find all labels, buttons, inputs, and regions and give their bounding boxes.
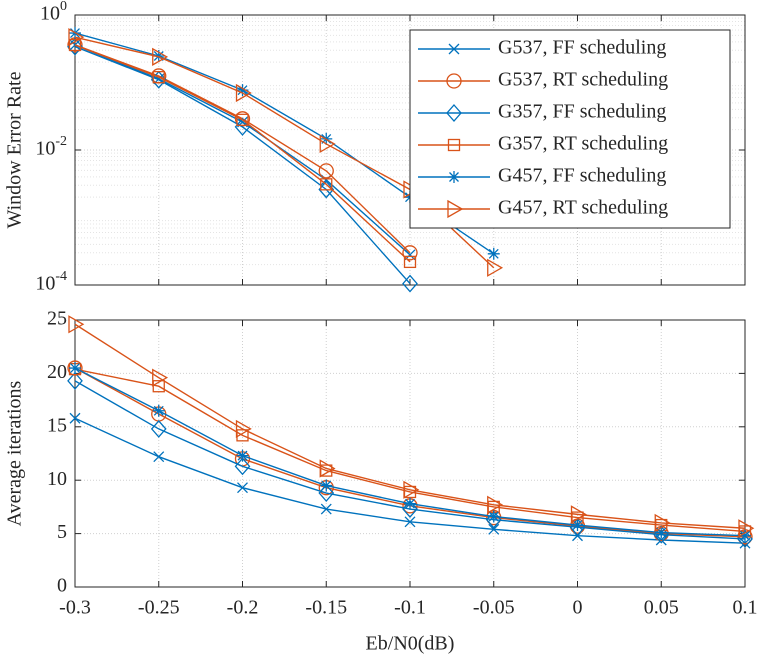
marker	[152, 404, 165, 417]
marker	[402, 274, 418, 293]
marker	[320, 503, 332, 515]
x-tick-label: -0.25	[138, 597, 180, 619]
marker	[318, 163, 334, 179]
marker	[318, 484, 335, 503]
marker	[319, 134, 336, 154]
y-axis-label: Window Error Rate	[4, 71, 26, 228]
marker	[738, 519, 755, 538]
marker	[487, 510, 500, 523]
marker	[236, 449, 249, 462]
marker	[236, 113, 249, 126]
x-axis-label: Eb/N0(dB)	[366, 633, 455, 655]
marker	[571, 519, 584, 532]
marker	[319, 459, 336, 478]
marker	[487, 258, 504, 277]
marker	[570, 505, 587, 524]
marker	[487, 495, 504, 514]
marker	[235, 83, 252, 103]
y-tick-label: 100	[40, 0, 67, 25]
y-tick-label: 15	[47, 414, 67, 436]
marker	[488, 523, 500, 535]
marker	[68, 315, 85, 334]
y-tick-label: 20	[47, 361, 67, 383]
marker	[403, 480, 420, 499]
legend-label: G357, FF scheduling	[498, 101, 666, 123]
x-tick-label: -0.2	[227, 597, 259, 619]
legend-label: G457, FF scheduling	[498, 165, 666, 187]
y-tick-label: 25	[47, 308, 67, 330]
marker	[448, 171, 460, 183]
y-tick-label: 10	[47, 468, 67, 490]
marker	[404, 516, 416, 528]
y-axis-label: Average iterations	[4, 380, 26, 526]
x-tick-label: -0.3	[59, 597, 91, 619]
y-tick-label: 0	[57, 575, 67, 597]
marker	[318, 180, 335, 199]
marker	[152, 49, 165, 62]
legend-label: G537, FF scheduling	[498, 37, 666, 59]
marker	[402, 500, 418, 519]
marker	[739, 529, 751, 542]
marker	[237, 482, 248, 494]
plot-area	[75, 320, 745, 587]
axes-box	[74, 319, 746, 588]
series-line	[74, 44, 411, 263]
marker	[448, 43, 460, 55]
marker	[234, 457, 251, 476]
series-line	[74, 368, 746, 533]
y-tick-label: 10-4	[35, 269, 67, 294]
marker	[68, 28, 85, 47]
marker	[403, 255, 417, 269]
marker	[404, 497, 416, 510]
marker	[446, 104, 462, 122]
marker	[236, 84, 249, 97]
y-tick-label: 5	[57, 521, 67, 543]
marker	[655, 526, 668, 539]
legend-label: G357, RT scheduling	[498, 133, 668, 155]
y-tick-label: 10-2	[35, 134, 67, 159]
legend-label: G537, RT scheduling	[498, 69, 668, 91]
marker	[153, 451, 165, 463]
marker	[447, 138, 461, 152]
axes-box	[74, 14, 746, 286]
marker	[150, 419, 167, 438]
series-line	[74, 45, 411, 285]
marker	[402, 245, 418, 261]
marker	[235, 419, 252, 439]
marker	[152, 47, 169, 66]
marker	[150, 70, 167, 89]
marker	[654, 513, 671, 533]
legend-box	[409, 29, 731, 229]
marker	[320, 178, 333, 191]
x-tick-label: 0	[573, 597, 583, 619]
x-tick-label: -0.15	[305, 597, 347, 619]
marker	[447, 199, 464, 219]
x-tick-label: -0.05	[473, 597, 515, 619]
marker	[152, 368, 169, 387]
x-tick-label: 0.1	[733, 597, 758, 619]
marker	[69, 362, 81, 375]
x-tick-label: 0.05	[644, 597, 679, 619]
marker	[69, 412, 81, 424]
marker	[320, 479, 333, 492]
legend-label: G457, RT scheduling	[498, 197, 668, 219]
marker	[152, 380, 165, 393]
series-line	[74, 323, 746, 529]
marker	[446, 73, 462, 89]
marker	[67, 371, 83, 390]
x-tick-label: -0.1	[394, 597, 426, 619]
marker	[487, 247, 500, 260]
marker	[152, 71, 165, 84]
